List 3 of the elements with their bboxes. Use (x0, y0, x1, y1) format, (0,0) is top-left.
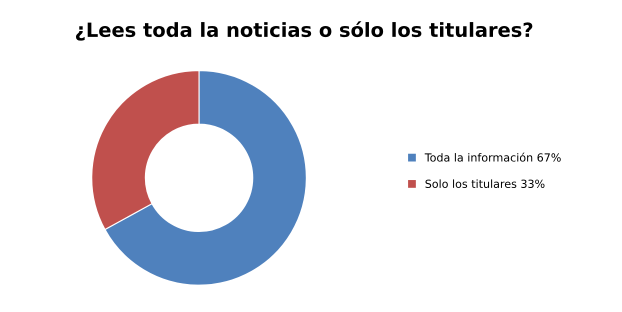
legend-label: Toda la información 67% (424, 152, 561, 162)
legend-label: Solo los titulares 33% (425, 179, 545, 188)
chart-title: ¿Lees toda la noticias o sólo los titulares? (76, 21, 532, 41)
